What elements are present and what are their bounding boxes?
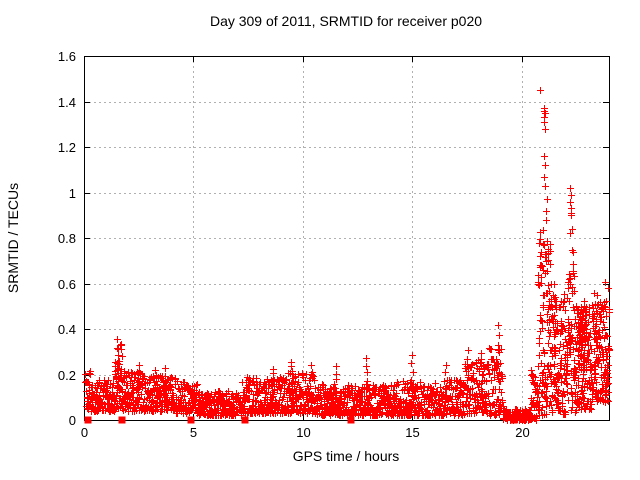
x-tick-label: 15 bbox=[405, 425, 419, 440]
y-tick-label: 0.6 bbox=[58, 277, 76, 292]
zero-square-marker bbox=[347, 416, 355, 424]
y-tick-label: 0.4 bbox=[58, 322, 76, 337]
y-tick-label: 1 bbox=[69, 186, 76, 201]
zero-square-marker bbox=[241, 416, 249, 424]
y-tick-label: 1.6 bbox=[58, 49, 76, 64]
y-tick-label: 0.8 bbox=[58, 231, 76, 246]
plot-border bbox=[84, 56, 610, 421]
x-tick-label: 10 bbox=[296, 425, 310, 440]
y-tick-label: 0.2 bbox=[58, 368, 76, 383]
zero-square-marker bbox=[84, 416, 92, 424]
x-tick-label: 5 bbox=[190, 425, 197, 440]
zero-square-marker bbox=[118, 416, 126, 424]
x-tick-label: 0 bbox=[81, 425, 88, 440]
y-axis-label: SRMTID / TECUs bbox=[5, 183, 21, 293]
x-tick-label: 20 bbox=[515, 425, 529, 440]
y-tick-label: 0 bbox=[69, 413, 76, 428]
chart-title: Day 309 of 2011, SRMTID for receiver p02… bbox=[210, 13, 482, 29]
x-axis-label: GPS time / hours bbox=[293, 448, 400, 464]
zero-gap-squares bbox=[84, 416, 518, 424]
zero-square-marker bbox=[187, 416, 195, 424]
tick-labels: 0 5 10 15 20 0 0.2 0.4 0.6 0.8 1 1.2 1.4 1.6 bbox=[58, 49, 530, 440]
y-tick-label: 1.2 bbox=[58, 140, 76, 155]
scatter-points bbox=[82, 87, 613, 424]
zero-square-marker bbox=[510, 416, 518, 424]
grid-layer bbox=[84, 56, 609, 420]
y-tick-label: 1.4 bbox=[58, 95, 76, 110]
